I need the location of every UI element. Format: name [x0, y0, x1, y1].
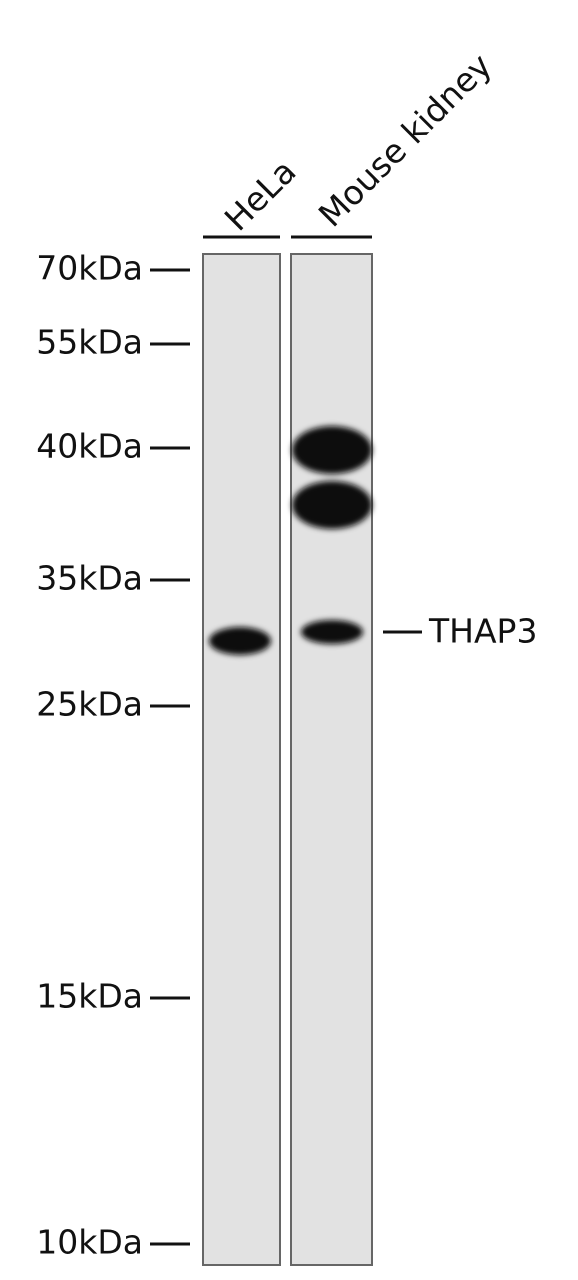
lane — [290, 253, 373, 1266]
band — [292, 426, 372, 474]
lane — [202, 253, 281, 1266]
marker-label: 70kDa — [36, 249, 143, 288]
band — [301, 620, 363, 644]
marker-label: 40kDa — [36, 427, 143, 466]
markers: 70kDa 55kDa 40kDa 35kDa 25kDa 15kDa 10kD… — [36, 249, 190, 1262]
marker-label: 25kDa — [36, 685, 143, 724]
marker-label: 35kDa — [36, 559, 143, 598]
band — [209, 627, 271, 655]
marker-label: 55kDa — [36, 323, 143, 362]
bands — [209, 426, 372, 655]
band — [292, 481, 372, 529]
marker-label: 15kDa — [36, 977, 143, 1016]
band-label: THAP3 — [428, 612, 537, 651]
marker-label: 10kDa — [36, 1223, 143, 1262]
